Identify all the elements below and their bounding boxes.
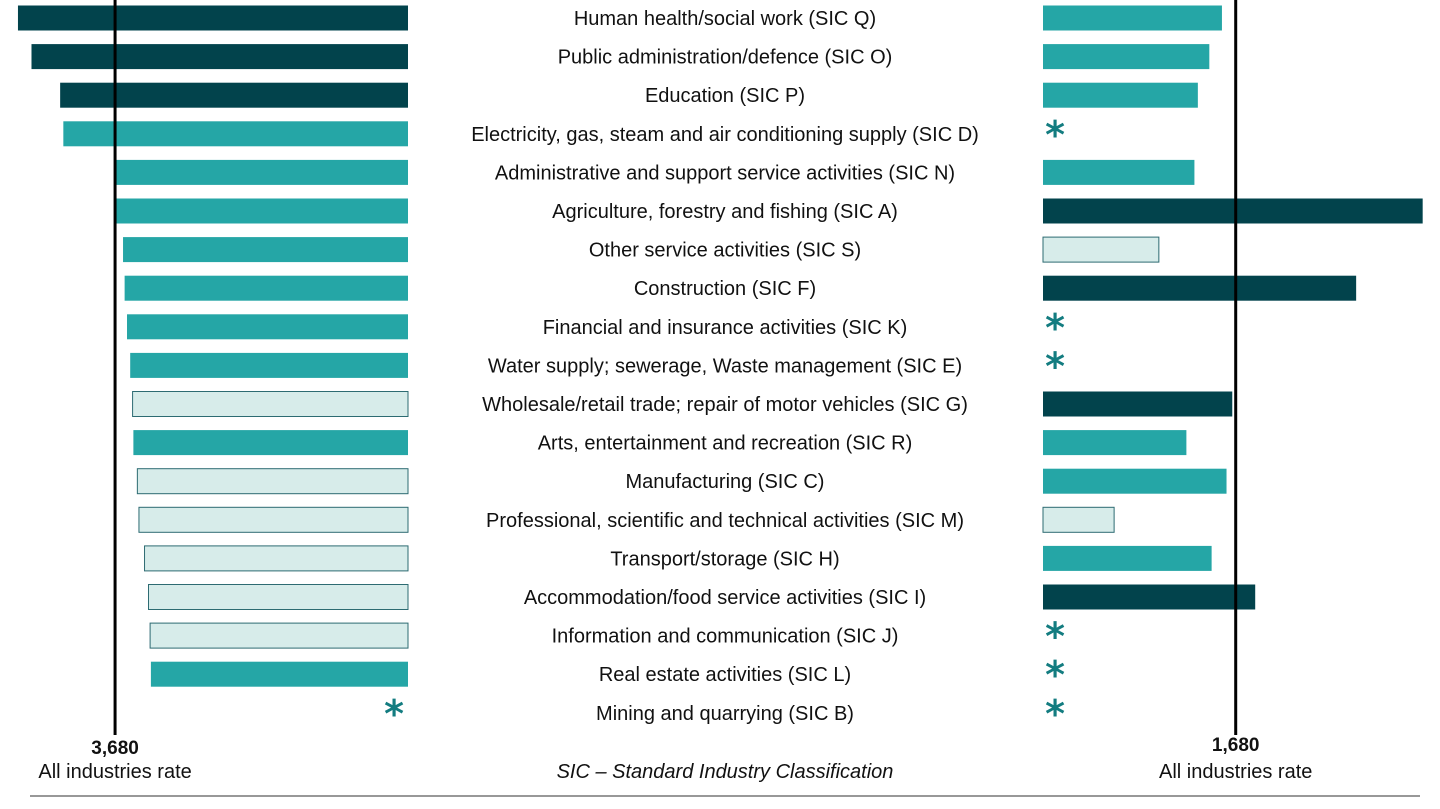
right-reference-value: 1,680 xyxy=(1212,735,1260,756)
right-bar xyxy=(1043,82,1198,108)
category-label: Mining and quarrying (SIC B) xyxy=(596,703,854,725)
left-bar xyxy=(148,584,409,610)
left-bar xyxy=(149,622,409,649)
left-bar xyxy=(63,121,408,147)
category-label: Water supply; sewerage, Waste management… xyxy=(488,355,962,377)
left-bar xyxy=(123,237,409,263)
left-bar xyxy=(17,5,409,31)
category-label: Human health/social work (SIC Q) xyxy=(574,8,876,30)
left-bar xyxy=(136,468,409,495)
right-suppressed-star: * xyxy=(1045,615,1065,659)
category-label: Financial and insurance activities (SIC … xyxy=(543,317,908,339)
right-bar xyxy=(1043,430,1187,456)
right-suppressed-star: * xyxy=(1045,692,1065,736)
category-label: Construction (SIC F) xyxy=(634,278,816,300)
left-bar xyxy=(124,275,409,301)
category-label: Education (SIC P) xyxy=(645,85,805,107)
left-bar xyxy=(127,314,409,340)
category-label: Wholesale/retail trade; repair of motor … xyxy=(482,394,968,416)
left-suppressed-star: * xyxy=(384,692,404,736)
left-series-bars: * xyxy=(17,5,409,736)
category-label: Administrative and support service activ… xyxy=(495,162,955,184)
right-series-bars: ****** xyxy=(1042,5,1423,736)
footnote: SIC – Standard Industry Classification xyxy=(557,761,894,783)
category-label: Professional, scientific and technical a… xyxy=(486,510,964,532)
right-bar xyxy=(1043,391,1233,417)
right-bar xyxy=(1043,198,1423,224)
left-bar xyxy=(31,44,408,70)
right-suppressed-star: * xyxy=(1045,653,1065,697)
category-label: Public administration/defence (SIC O) xyxy=(558,47,893,69)
left-bar xyxy=(114,159,408,185)
category-label: Other service activities (SIC S) xyxy=(589,240,861,262)
category-label: Transport/storage (SIC H) xyxy=(610,548,839,570)
right-bar xyxy=(1043,275,1357,301)
right-reference-label: All industries rate xyxy=(1159,761,1312,783)
right-bar xyxy=(1043,468,1227,494)
category-label: Arts, entertainment and recreation (SIC … xyxy=(538,433,913,455)
category-label: Manufacturing (SIC C) xyxy=(626,471,825,493)
left-reference-value: 3,680 xyxy=(91,738,139,759)
right-bar xyxy=(1043,44,1210,70)
left-bar xyxy=(60,82,408,108)
category-label: Electricity, gas, steam and air conditio… xyxy=(471,124,979,146)
right-suppressed-star: * xyxy=(1045,344,1065,388)
right-suppressed-star: * xyxy=(1045,113,1065,157)
left-bar xyxy=(133,430,408,456)
category-label: Real estate activities (SIC L) xyxy=(599,664,851,686)
left-bar xyxy=(115,198,409,224)
left-bar xyxy=(150,661,408,687)
right-bar xyxy=(1043,5,1222,31)
left-reference-label: All industries rate xyxy=(38,761,191,783)
category-label: Accommodation/food service activities (S… xyxy=(524,587,926,609)
right-bar xyxy=(1042,506,1115,533)
right-bar xyxy=(1043,545,1212,571)
category-label: Agriculture, forestry and fishing (SIC A… xyxy=(552,201,898,223)
right-suppressed-star: * xyxy=(1045,306,1065,350)
left-bar xyxy=(132,391,409,417)
category-label: Information and communication (SIC J) xyxy=(552,626,899,648)
left-bar xyxy=(138,506,409,533)
right-bar xyxy=(1043,159,1195,185)
left-bar xyxy=(144,545,409,572)
right-bar xyxy=(1042,236,1160,263)
category-labels: Human health/social work (SIC Q) Public a… xyxy=(471,8,979,725)
left-bar xyxy=(130,352,409,378)
right-bar xyxy=(1043,584,1256,610)
